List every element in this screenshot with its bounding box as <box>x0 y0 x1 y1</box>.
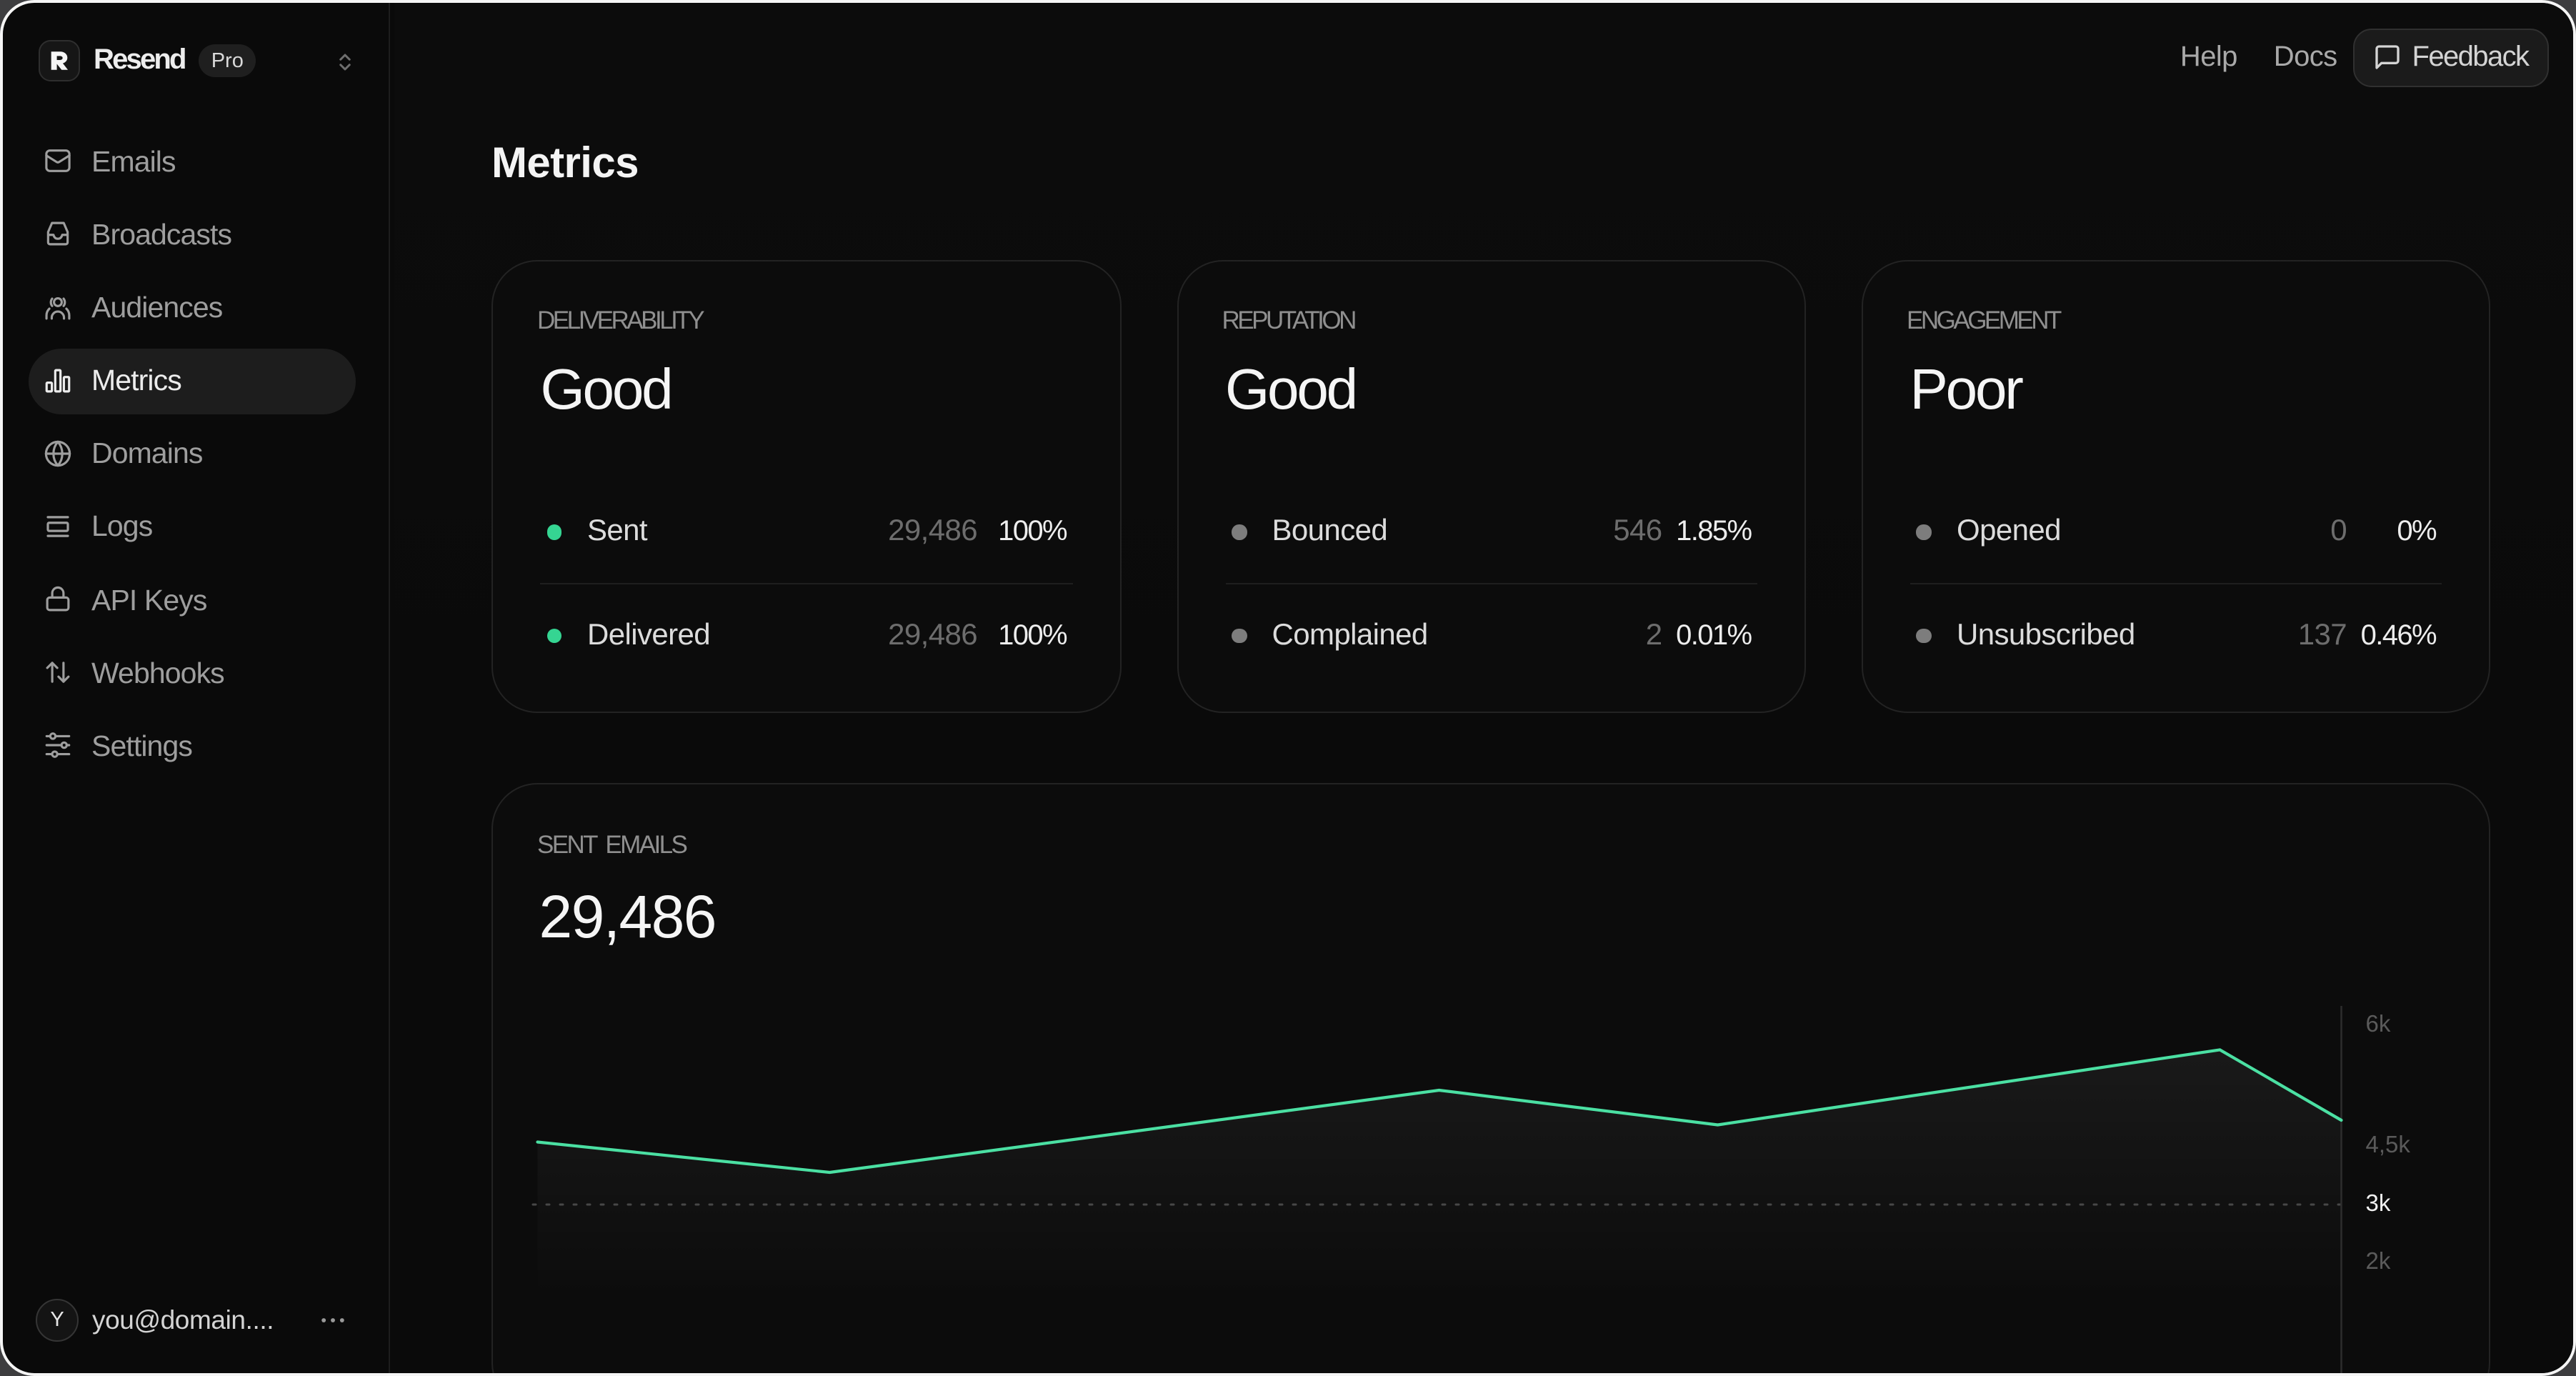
svg-text:2k: 2k <box>2366 1247 2391 1274</box>
svg-text:4,5k: 4,5k <box>2366 1131 2411 1157</box>
svg-text:3k: 3k <box>2366 1190 2391 1216</box>
svg-text:6k: 6k <box>2366 1010 2391 1037</box>
